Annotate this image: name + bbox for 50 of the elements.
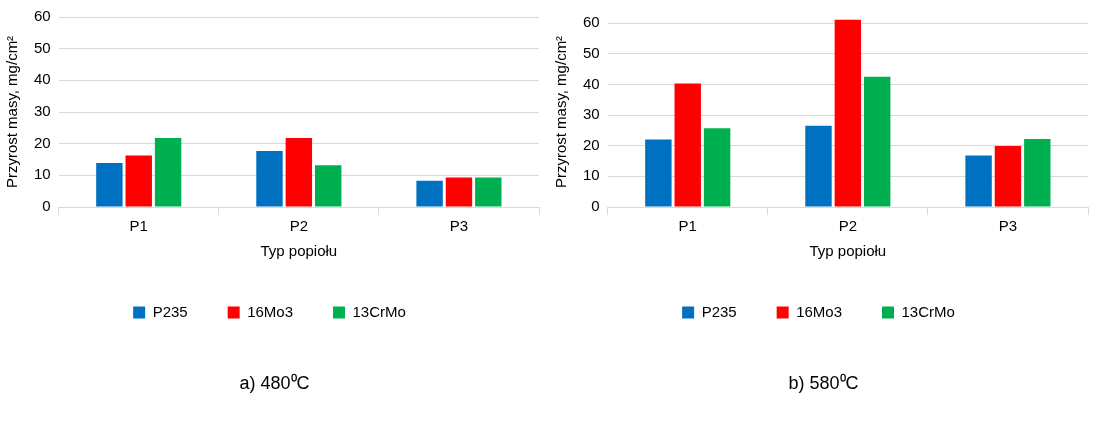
x-tick-label: P2 — [838, 217, 858, 235]
y-tick-label: 50 — [583, 43, 600, 61]
y-tick-label: 20 — [583, 135, 600, 153]
bar — [416, 180, 443, 207]
legend-label: 13CrMo — [352, 302, 406, 320]
x-axis-title: Typ popiołu — [809, 242, 887, 260]
legend-label: 13CrMo — [901, 302, 955, 320]
y-tick-label: 10 — [583, 166, 600, 184]
bar — [475, 177, 502, 207]
y-tick-label: 40 — [34, 70, 51, 88]
legend-label: P235 — [152, 302, 188, 320]
y-tick-label: 60 — [34, 7, 51, 25]
y-tick-label: 40 — [583, 74, 600, 92]
text: b) 580⁰C — [787, 372, 860, 394]
y-tick-label: 0 — [42, 197, 51, 215]
bar — [994, 146, 1022, 207]
x-axis-title: Typ popiołu — [260, 242, 338, 260]
y-tick-label: 0 — [591, 197, 600, 215]
y-tick-label: 10 — [34, 165, 51, 183]
x-tick-label: P1 — [129, 217, 148, 235]
y-tick-label: 20 — [34, 133, 51, 151]
y-axis-title: Przyrost masy, mg/cm² — [552, 35, 570, 189]
bar — [805, 125, 832, 207]
y-tick-label: 50 — [34, 38, 51, 56]
legend-label: P235 — [701, 302, 737, 320]
bar — [125, 155, 152, 207]
x-tick-label: P2 — [289, 217, 309, 235]
y-tick-label: 30 — [34, 102, 51, 120]
x-tick-label: P3 — [998, 217, 1018, 235]
bar — [256, 150, 283, 207]
x-tick-label: P1 — [678, 217, 697, 235]
bar — [674, 83, 701, 207]
legend-label: 16Mo3 — [796, 302, 843, 320]
bar — [285, 137, 313, 207]
bar — [863, 76, 891, 207]
x-tick-label: P3 — [449, 217, 469, 235]
y-tick-label: 30 — [583, 105, 600, 123]
bar — [834, 19, 862, 207]
bar — [96, 162, 123, 207]
y-axis-title: Przyrost masy, mg/cm² — [3, 35, 21, 189]
bar — [1024, 138, 1051, 207]
text: a) 480⁰C — [238, 372, 311, 394]
bar — [445, 177, 473, 207]
bar — [314, 165, 342, 207]
y-tick-label: 60 — [583, 13, 600, 31]
bar — [703, 128, 731, 207]
bar — [154, 137, 182, 207]
legend-label: 16Mo3 — [247, 302, 294, 320]
bar — [965, 155, 992, 207]
bar — [645, 139, 672, 207]
